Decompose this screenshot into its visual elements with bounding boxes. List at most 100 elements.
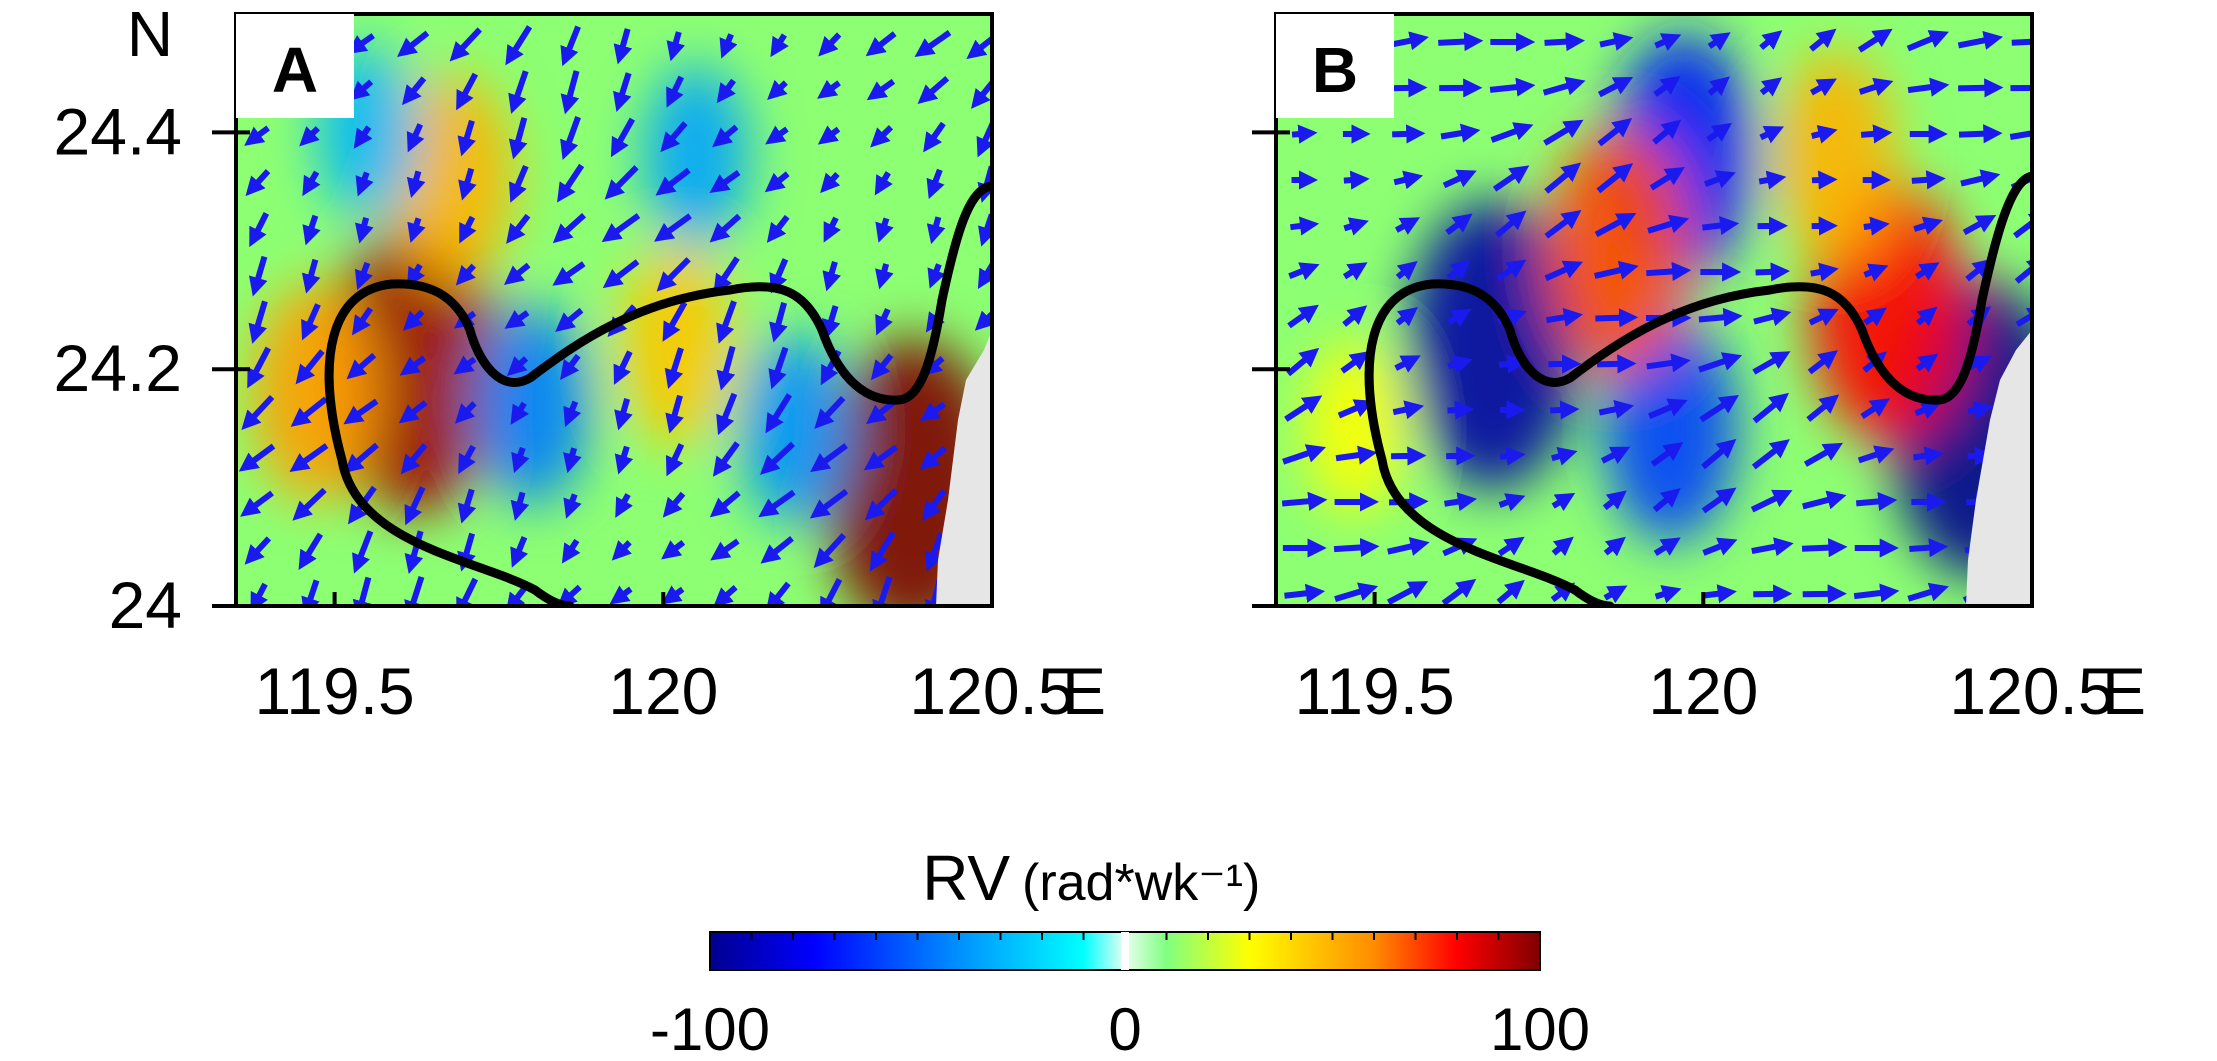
current-arrow-a-54 (709, 170, 741, 193)
current-arrow-b-157 (1652, 488, 1681, 513)
current-arrow-b-25 (1809, 78, 1837, 97)
current-arrow-b-41 (1860, 124, 1893, 144)
current-arrow-a-138 (400, 443, 428, 475)
current-arrow-a-60 (249, 212, 270, 248)
current-arrow-a-91 (301, 303, 321, 341)
panel-label-b: B (1312, 34, 1358, 106)
current-arrow-b-26 (1858, 77, 1894, 97)
current-arrow-b-32 (1392, 124, 1426, 144)
current-arrow-a-122 (343, 398, 379, 425)
current-arrow-b-123 (1447, 400, 1475, 420)
current-arrow-b-49 (1492, 165, 1530, 192)
current-arrow-a-77 (354, 261, 373, 291)
current-arrow-b-143 (1701, 438, 1737, 470)
plot-frame-a (234, 12, 994, 608)
current-arrow-b-44 (2009, 130, 2032, 140)
current-arrow-b-3 (1438, 31, 1484, 52)
current-arrow-a-75 (248, 255, 268, 297)
current-arrow-b-64 (1495, 210, 1527, 238)
current-arrow-a-72 (875, 217, 894, 243)
current-arrow-b-73 (1962, 214, 1997, 236)
current-arrow-a-9 (719, 33, 738, 59)
x-tick-label-b-0: 119.5 (1294, 654, 1454, 728)
current-arrow-a-81 (552, 261, 586, 286)
current-arrow-b-37 (1652, 119, 1682, 145)
current-arrow-a-2 (346, 33, 375, 54)
current-arrow-b-161 (1855, 491, 1898, 512)
current-arrow-a-158 (662, 491, 686, 518)
colorbar-title: RV (922, 842, 1010, 914)
current-arrow-b-89 (2014, 256, 2032, 284)
current-arrow-b-111 (1596, 354, 1637, 374)
current-arrow-a-63 (407, 217, 426, 243)
current-arrow-a-65 (506, 213, 531, 244)
current-arrow-b-96 (1595, 308, 1639, 328)
vorticity-positive-a-1 (250, 283, 380, 503)
current-arrow-b-177 (1909, 538, 1949, 558)
current-arrow-a-144 (712, 441, 740, 477)
current-arrow-a-30 (244, 125, 270, 146)
current-arrow-a-87 (875, 263, 894, 290)
current-arrow-b-33 (1440, 123, 1481, 143)
current-arrow-a-100 (769, 302, 788, 343)
current-arrow-b-142 (1650, 441, 1684, 467)
current-arrow-a-128 (665, 394, 684, 434)
current-arrow-a-29 (971, 78, 992, 109)
current-arrow-b-24 (1759, 77, 1783, 97)
current-arrow-b-129 (1752, 392, 1789, 424)
current-arrow-b-17 (1390, 78, 1428, 98)
current-arrow-a-70 (766, 214, 790, 243)
current-arrow-b-166 (1333, 537, 1380, 558)
current-arrow-a-161 (809, 488, 849, 519)
front-line-b (1364, 171, 2032, 606)
current-arrow-a-166 (298, 532, 323, 571)
panel-label-box-a (236, 14, 354, 118)
current-arrow-a-141 (563, 447, 582, 474)
current-arrow-b-54 (1758, 170, 1787, 190)
current-arrow-a-80 (503, 262, 531, 286)
current-arrow-a-67 (601, 213, 641, 243)
y-unit-a: N (127, 0, 173, 70)
current-arrow-b-160 (1802, 490, 1847, 510)
current-arrow-a-170 (510, 536, 529, 568)
current-arrow-b-40 (1811, 124, 1838, 144)
x-tick-label-a-2: 120.5 (909, 654, 1074, 728)
current-arrow-b-6 (1599, 32, 1634, 51)
current-arrow-a-114 (716, 345, 736, 391)
x-tick-label-b-1: 120 (1648, 654, 1758, 728)
current-arrow-a-49 (458, 167, 477, 201)
current-arrow-a-180 (250, 582, 268, 606)
colorbar-ticks (709, 932, 1541, 970)
current-arrow-a-151 (292, 487, 327, 521)
current-arrow-b-14 (2011, 38, 2032, 46)
current-arrow-b-71 (1863, 216, 1890, 236)
panel-a: A 119.5 120 120.5E 24 24.2 24.4 N (54, 0, 1107, 728)
current-arrow-b-150 (1281, 491, 1328, 511)
current-arrow-a-51 (557, 163, 585, 203)
current-arrow-a-139 (458, 444, 476, 475)
current-arrow-b-183 (1441, 578, 1477, 606)
current-vectors-a (238, 25, 992, 606)
current-arrow-b-95 (1546, 307, 1584, 327)
current-arrow-b-188 (1704, 584, 1737, 604)
current-arrow-a-79 (455, 263, 476, 286)
current-arrow-a-115 (768, 346, 789, 390)
current-arrow-a-102 (875, 308, 893, 336)
current-arrow-a-112 (613, 350, 633, 385)
current-arrow-a-21 (560, 70, 580, 115)
current-arrow-a-168 (404, 530, 424, 575)
current-arrow-b-81 (1594, 260, 1639, 280)
current-arrow-a-13 (914, 30, 952, 57)
current-arrow-b-182 (1386, 581, 1429, 605)
current-arrow-a-150 (240, 490, 274, 517)
current-arrow-b-140 (1550, 447, 1578, 466)
current-arrow-b-174 (1751, 537, 1794, 557)
current-arrow-a-123 (398, 400, 428, 424)
current-arrow-b-23 (1707, 76, 1730, 97)
current-arrow-a-173 (661, 539, 686, 560)
current-arrow-a-4 (449, 27, 482, 62)
current-arrow-a-95 (504, 310, 530, 329)
current-arrow-a-137 (343, 442, 379, 474)
current-arrow-b-93 (1447, 308, 1472, 327)
